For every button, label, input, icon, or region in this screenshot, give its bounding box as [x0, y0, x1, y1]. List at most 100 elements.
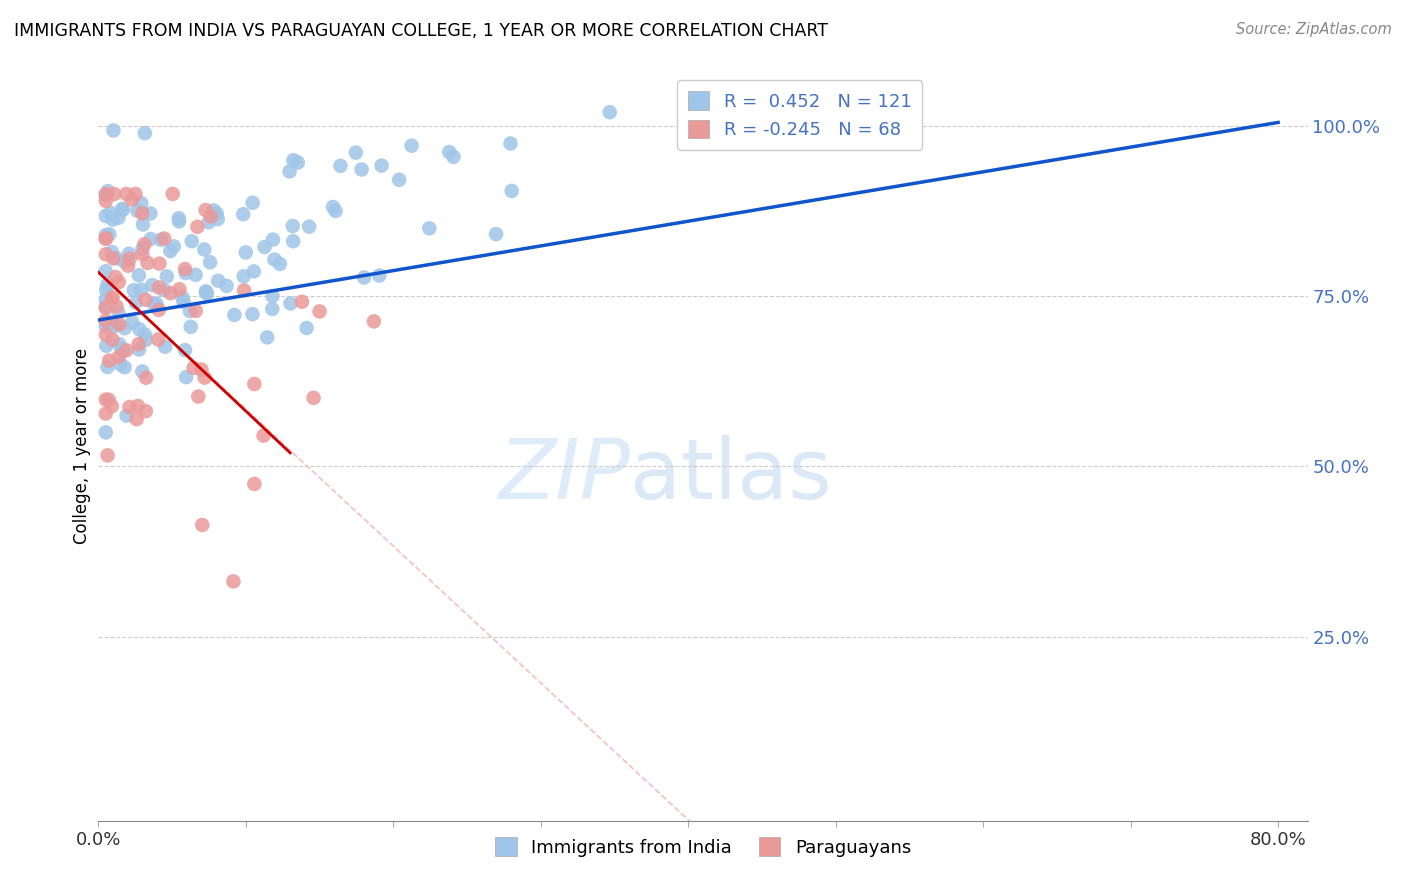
Point — [443, 150, 465, 164]
Point — [172, 290, 194, 304]
Point — [187, 390, 209, 404]
Point — [103, 252, 125, 266]
Point — [370, 159, 392, 173]
Point — [325, 204, 347, 219]
Point — [96, 283, 118, 297]
Point — [308, 304, 330, 318]
Point — [162, 186, 184, 201]
Point — [114, 321, 136, 335]
Point — [207, 274, 229, 288]
Point — [118, 252, 141, 266]
Point — [117, 259, 139, 273]
Point — [139, 232, 162, 246]
Point — [101, 290, 124, 304]
Point — [388, 173, 411, 187]
Point — [302, 391, 325, 405]
Point — [100, 206, 122, 220]
Point — [131, 247, 153, 261]
Point — [94, 313, 117, 327]
Point — [101, 399, 124, 413]
Point — [242, 195, 264, 210]
Point — [96, 359, 118, 374]
Point — [94, 407, 117, 421]
Point — [112, 254, 135, 268]
Point — [198, 255, 221, 269]
Point — [169, 282, 191, 296]
Point — [148, 280, 170, 294]
Point — [94, 299, 117, 313]
Point — [94, 264, 117, 278]
Point — [269, 257, 291, 271]
Point — [194, 202, 217, 217]
Point — [114, 360, 136, 375]
Point — [281, 219, 304, 233]
Point — [98, 353, 121, 368]
Point — [94, 301, 117, 315]
Point — [134, 126, 156, 140]
Point — [194, 285, 217, 299]
Point — [94, 228, 117, 243]
Point — [179, 304, 201, 318]
Point — [141, 278, 163, 293]
Point — [111, 202, 134, 216]
Point — [146, 333, 169, 347]
Point — [243, 477, 266, 491]
Point — [174, 343, 197, 357]
Point — [242, 264, 264, 278]
Point — [159, 244, 181, 258]
Point — [205, 206, 228, 220]
Point — [501, 184, 523, 198]
Point — [97, 184, 120, 198]
Point — [262, 301, 284, 316]
Point — [108, 318, 131, 332]
Point — [129, 196, 152, 211]
Point — [108, 350, 131, 364]
Point — [118, 246, 141, 260]
Point — [111, 343, 134, 357]
Point — [153, 340, 176, 354]
Point — [149, 233, 172, 247]
Point — [202, 203, 225, 218]
Point — [232, 207, 254, 221]
Point — [107, 306, 129, 320]
Point — [222, 574, 245, 589]
Point — [105, 315, 128, 329]
Point — [125, 295, 148, 310]
Point — [135, 404, 157, 418]
Point — [121, 193, 143, 207]
Point — [200, 210, 222, 224]
Point — [127, 399, 149, 413]
Point — [107, 211, 129, 225]
Point — [174, 262, 197, 277]
Point — [128, 337, 150, 351]
Point — [98, 227, 121, 242]
Point — [136, 256, 159, 270]
Point — [94, 186, 117, 201]
Point — [122, 283, 145, 297]
Point — [322, 200, 344, 214]
Point — [329, 159, 352, 173]
Point — [94, 232, 117, 246]
Point — [280, 296, 302, 310]
Point — [94, 231, 117, 245]
Point — [129, 283, 152, 297]
Point — [145, 297, 167, 311]
Point — [131, 206, 153, 220]
Point — [243, 376, 266, 391]
Point — [195, 285, 218, 299]
Y-axis label: College, 1 year or more: College, 1 year or more — [73, 348, 91, 544]
Point — [103, 123, 125, 137]
Point — [174, 370, 197, 384]
Text: Source: ZipAtlas.com: Source: ZipAtlas.com — [1236, 22, 1392, 37]
Point — [167, 211, 190, 226]
Point — [105, 300, 128, 314]
Point — [101, 245, 124, 260]
Point — [159, 286, 181, 301]
Text: atlas: atlas — [630, 435, 832, 516]
Point — [105, 251, 128, 265]
Point — [97, 277, 120, 292]
Point — [344, 145, 367, 160]
Point — [94, 209, 117, 223]
Point — [224, 308, 246, 322]
Point — [184, 303, 207, 318]
